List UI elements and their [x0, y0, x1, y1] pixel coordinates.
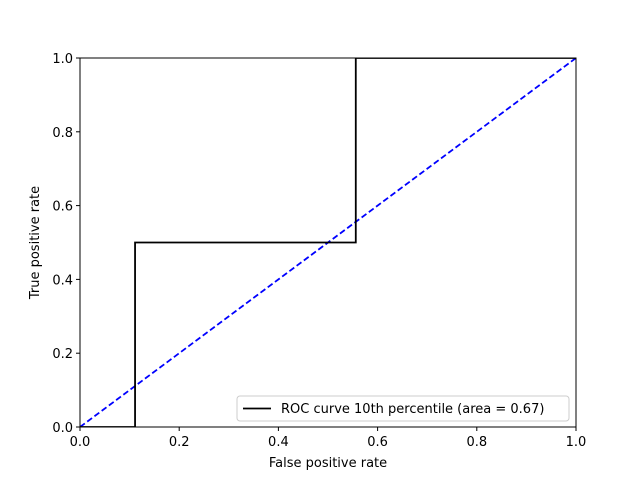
y-tick-label: 0.0 — [52, 421, 73, 436]
x-tick-label: 0.8 — [466, 435, 487, 450]
x-axis-label: False positive rate — [269, 456, 387, 471]
axes: 0.0 0.2 0.4 0.6 0.8 1.0 0.0 0.2 0.4 0.6 0.8 1.0 — [52, 52, 586, 450]
y-tick-label: 0.6 — [52, 200, 73, 215]
legend: ROC curve 10th percentile (area = 0.67) — [236, 395, 570, 422]
x-tick-label: 0.0 — [70, 435, 91, 450]
x-tick-label: 0.4 — [268, 435, 289, 450]
x-tick-label: 0.2 — [169, 435, 190, 450]
x-tick-label: 1.0 — [566, 435, 587, 450]
roc-curve-line — [80, 58, 576, 427]
y-tick-label: 0.8 — [52, 126, 73, 141]
x-tick-label: 0.6 — [367, 435, 388, 450]
y-tick-label: 0.2 — [52, 347, 73, 362]
y-tick-label: 0.4 — [52, 273, 73, 288]
y-axis-label: True positive rate — [28, 186, 43, 300]
y-tick-label: 1.0 — [52, 52, 73, 67]
plot-area — [80, 58, 576, 427]
axes-frame — [79, 57, 577, 428]
legend-box — [236, 395, 570, 422]
legend-entry-roc-curve: ROC curve 10th percentile (area = 0.67) — [281, 402, 544, 417]
